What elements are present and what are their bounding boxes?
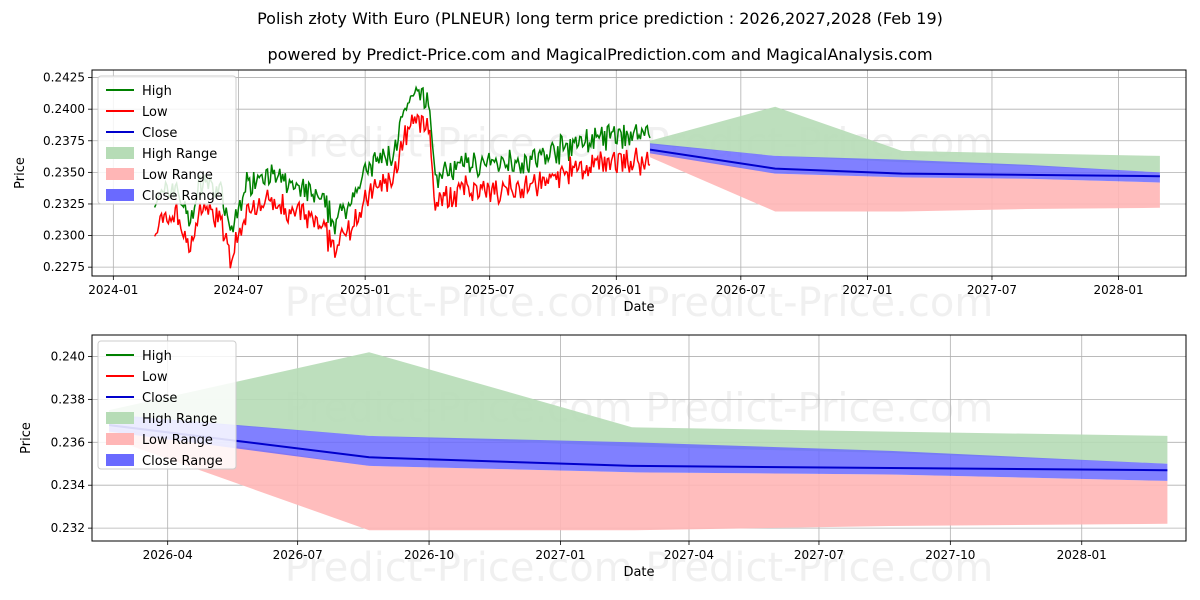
p1-y-tick-label: 0.2400 (43, 102, 85, 116)
p2-y-tick-label: 0.236 (51, 435, 85, 449)
p2-legend-label: Close (142, 391, 177, 406)
p2-legend-swatch (106, 454, 134, 466)
p2-x-tick-label: 2027-01 (535, 548, 585, 562)
p1-y-axis-label: Price (13, 157, 28, 189)
p1-close-forecast-line (649, 148, 1160, 178)
p1-legend-swatch (106, 189, 134, 201)
p2-x-tick-label: 2027-07 (794, 548, 844, 562)
p2-low-range-band (109, 427, 1168, 531)
p1-y-tick-label: 0.2425 (43, 71, 85, 85)
p2-y-axis-label: Price (19, 422, 34, 454)
p2-y-tick-label: 0.240 (51, 349, 85, 363)
p1-axes-frame (91, 69, 1187, 277)
p2-plot-area (108, 352, 1168, 531)
p2-x-tick-label: 2027-10 (925, 548, 975, 562)
p2-y-tick-label: 0.238 (51, 392, 85, 406)
p2-legend-swatch (106, 433, 134, 445)
p2-legend-label: Close Range (142, 454, 223, 469)
p1-plot-area (153, 85, 1160, 269)
p1-y-tick-label: 0.2300 (43, 229, 85, 243)
p1-y-tick-label: 0.2325 (43, 197, 85, 211)
p1-y-tick-label: 0.2275 (43, 260, 85, 274)
p2-x-axis-label: Date (623, 565, 654, 580)
p1-legend-label: Low (142, 105, 168, 120)
p1-x-axis-label: Date (623, 300, 654, 315)
p1-close-range-band (650, 143, 1160, 183)
p1-x-tick-label: 2025-01 (340, 283, 390, 297)
p1-x-tick-label: 2027-01 (842, 283, 892, 297)
p1-y-tick-label: 0.2375 (43, 134, 85, 148)
p1-legend-swatch (106, 147, 134, 159)
p2-x-tick-label: 2028-01 (1057, 548, 1107, 562)
p1-legend-label: Low Range (142, 168, 213, 183)
p1-x-tick-label: 2024-07 (213, 283, 263, 297)
p2-legend-label: Low (142, 370, 168, 385)
p2-close-range-band (109, 414, 1168, 481)
p1-low-series-line (153, 113, 651, 269)
p1-x-tick-label: 2026-01 (591, 283, 641, 297)
p2-y-tick-label: 0.234 (51, 478, 85, 492)
p1-y-tick-label: 0.2350 (43, 165, 85, 179)
chart-title: Polish złoty With Euro (PLNEUR) long ter… (257, 9, 943, 28)
p1-x-tick-label: 2024-01 (88, 283, 138, 297)
p1-x-tick-label: 2025-07 (465, 283, 515, 297)
p2-x-tick-label: 2026-10 (404, 548, 454, 562)
p1-watermark: Predict-Price.com Predict-Price.com (285, 280, 994, 326)
p1-legend-label: Close (142, 126, 177, 141)
p2-high-range-band (109, 352, 1168, 464)
p2-axes-frame (91, 334, 1187, 542)
p2-legend-label: High Range (142, 412, 217, 427)
p2-close-forecast-line (108, 424, 1168, 472)
p2-x-tick-label: 2026-04 (143, 548, 193, 562)
p2-legend-label: Low Range (142, 433, 213, 448)
p2-legend-label: High (142, 349, 172, 364)
p1-x-tick-label: 2026-07 (716, 283, 766, 297)
p2-legend-swatch (106, 412, 134, 424)
p1-x-tick-label: 2028-01 (1094, 283, 1144, 297)
p2-watermark: Predict-Price.com Predict-Price.com (285, 545, 994, 591)
p1-x-tick-label: 2027-07 (967, 283, 1017, 297)
p1-legend-label: High (142, 84, 172, 99)
p1-legend-label: Close Range (142, 189, 223, 204)
p2-y-tick-label: 0.232 (51, 521, 85, 535)
chart-subtitle: powered by Predict-Price.com and Magical… (267, 45, 933, 64)
p2-x-tick-label: 2027-04 (664, 548, 714, 562)
p1-low-range-band (650, 150, 1160, 212)
p2-x-tick-label: 2026-07 (273, 548, 323, 562)
p1-high-series-line (153, 85, 651, 235)
p1-legend-swatch (106, 168, 134, 180)
p1-legend-label: High Range (142, 147, 217, 162)
